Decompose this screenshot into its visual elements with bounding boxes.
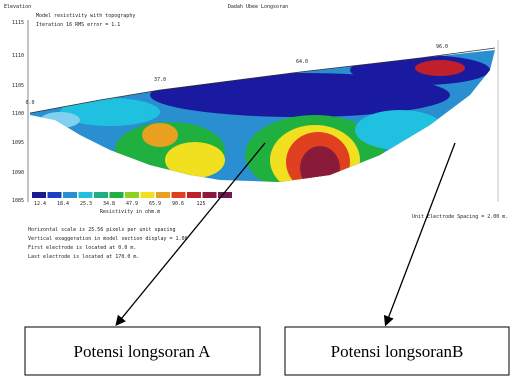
arrow	[115, 142, 266, 327]
legend-value: 12.4	[34, 201, 46, 207]
legend-value: 25.3	[80, 201, 92, 207]
legend-value: 125	[196, 201, 205, 207]
arrow	[383, 142, 456, 327]
distance-label: 64.0	[296, 59, 308, 65]
iteration: Iteration 16 RMS error = 1.1	[36, 22, 120, 28]
legend-value: 90.6	[172, 201, 184, 207]
elevation-labels: 1115 1110 1105 1100 1095 1090 1085	[12, 20, 24, 204]
legend-value: 65.9	[149, 201, 161, 207]
notes: Horizontal scale is 25.56 pixels per uni…	[28, 227, 188, 260]
legend-swatch	[218, 192, 232, 198]
elevation-label: 1110	[12, 53, 24, 59]
subtitle: Model resistivity with topography	[36, 13, 135, 19]
elevation-label: 1090	[12, 170, 24, 176]
legend-swatch	[63, 192, 77, 198]
legend-value: 47.9	[126, 201, 138, 207]
note: Vertical exaggeration in model section d…	[28, 236, 188, 242]
legend-title: Resistivity in ohm.m	[100, 209, 160, 215]
legend-swatch	[109, 192, 124, 198]
legend-swatch	[94, 192, 108, 198]
callout-text: Potensi longsoran A	[74, 342, 212, 361]
distance-labels: 0.0 37.0 64.0 96.0	[25, 44, 448, 106]
elevation-label: 1100	[12, 111, 24, 117]
legend-swatch	[171, 192, 186, 198]
elevation-label: 1085	[12, 198, 24, 204]
elevation-label: 1095	[12, 140, 24, 146]
elevation-label: 1115	[12, 20, 24, 26]
legend-swatch	[32, 192, 46, 198]
callout-box	[284, 326, 510, 376]
legend: 12.4 18.4 25.3 34.8 47.9 65.9 90.6 125	[32, 192, 232, 207]
header-center: Dadah Ubee Longsoran	[228, 4, 288, 10]
legend-value: 34.8	[103, 201, 115, 207]
note: Last electrode is located at 170.0 m.	[28, 254, 139, 260]
header-left: Elevation	[4, 4, 31, 10]
legend-swatch	[125, 192, 139, 198]
legend-value: 18.4	[57, 201, 69, 207]
electrode-spacing: Unit Electrode Spacing = 2.00 m.	[412, 214, 508, 220]
legend-swatch	[202, 192, 217, 198]
distance-label: 37.0	[154, 77, 166, 83]
legend-swatch	[78, 192, 93, 198]
resistivity-section	[30, 50, 495, 182]
elevation-label: 1105	[12, 83, 24, 89]
callout-box	[24, 326, 261, 376]
legend-swatch	[156, 192, 170, 198]
distance-label: 96.0	[436, 44, 448, 50]
callout-text: Potensi longsoranB	[331, 342, 464, 361]
legend-swatch	[47, 192, 62, 198]
topography	[29, 47, 496, 114]
distance-label: 0.0	[25, 100, 34, 106]
note: First electrode is located at 0.0 m.	[28, 245, 136, 251]
note: Horizontal scale is 25.56 pixels per uni…	[28, 227, 176, 233]
legend-swatch	[140, 192, 155, 198]
legend-swatch	[187, 192, 201, 198]
